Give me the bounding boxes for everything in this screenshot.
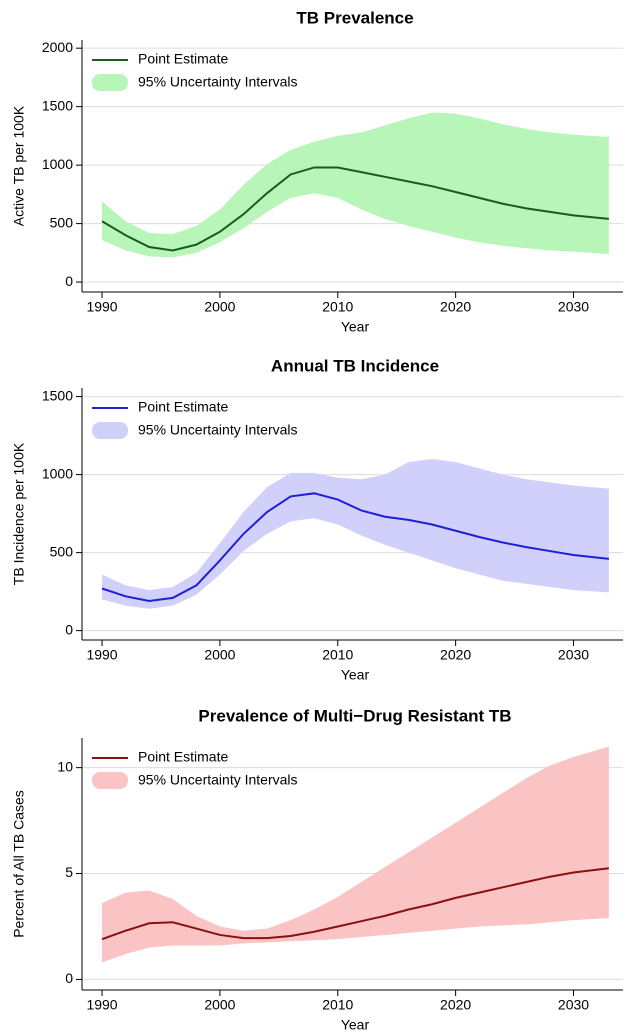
point-estimate-line bbox=[101, 166, 609, 252]
x-tick-label: 2020 bbox=[440, 997, 471, 1013]
x-tick-label: 2000 bbox=[204, 299, 235, 315]
x-tick-label: 2010 bbox=[322, 299, 353, 315]
uncertainty-band bbox=[102, 112, 609, 258]
legend-label: 95% Uncertainty Intervals bbox=[138, 74, 298, 90]
legend-label: Point Estimate bbox=[138, 399, 228, 415]
x-tick-label: 2000 bbox=[204, 647, 235, 663]
x-tick-label: 2030 bbox=[558, 299, 589, 315]
y-tick-label: 0 bbox=[65, 970, 73, 986]
legend-band bbox=[92, 772, 128, 789]
y-tick-label: 0 bbox=[65, 621, 73, 637]
x-tick-label: 2010 bbox=[322, 997, 353, 1013]
legend-band bbox=[92, 74, 128, 91]
y-tick-label: 5 bbox=[65, 864, 73, 880]
y-tick-label: 10 bbox=[57, 758, 73, 774]
chart-title: TB Prevalence bbox=[296, 8, 413, 27]
y-tick-label: 2000 bbox=[42, 39, 73, 55]
y-tick-label: 1000 bbox=[42, 156, 73, 172]
y-tick-label: 500 bbox=[50, 214, 74, 230]
y-tick-label: 500 bbox=[50, 543, 74, 559]
x-axis-label: Year bbox=[341, 667, 370, 683]
x-axis-label: Year bbox=[341, 1017, 370, 1033]
y-tick-label: 1500 bbox=[42, 97, 73, 113]
x-tick-label: 1990 bbox=[86, 299, 117, 315]
y-axis-label: Active TB per 100K bbox=[11, 105, 27, 226]
y-tick-label: 1500 bbox=[42, 387, 73, 403]
x-axis-label: Year bbox=[341, 319, 370, 335]
x-tick-label: 2030 bbox=[558, 647, 589, 663]
y-tick-label: 1000 bbox=[42, 465, 73, 481]
legend-label: Point Estimate bbox=[138, 51, 228, 67]
legend-label: Point Estimate bbox=[138, 749, 228, 765]
x-tick-label: 1990 bbox=[86, 997, 117, 1013]
point-estimate-line bbox=[101, 867, 609, 941]
chart-title: Prevalence of Multi−Drug Resistant TB bbox=[198, 706, 511, 725]
x-tick-label: 2020 bbox=[440, 647, 471, 663]
chart-title: Annual TB Incidence bbox=[271, 356, 439, 375]
x-tick-label: 2020 bbox=[440, 299, 471, 315]
x-tick-label: 2000 bbox=[204, 997, 235, 1013]
legend-band bbox=[92, 422, 128, 439]
y-tick-label: 0 bbox=[65, 273, 73, 289]
y-axis-label: Percent of All TB Cases bbox=[11, 790, 27, 938]
legend-label: 95% Uncertainty Intervals bbox=[138, 772, 298, 788]
y-axis-label: TB Incidence per 100K bbox=[11, 442, 27, 585]
uncertainty-band bbox=[102, 746, 609, 963]
x-tick-label: 2010 bbox=[322, 647, 353, 663]
x-tick-label: 1990 bbox=[86, 647, 117, 663]
uncertainty-band bbox=[102, 458, 609, 609]
legend-label: 95% Uncertainty Intervals bbox=[138, 422, 298, 438]
point-estimate-line bbox=[101, 492, 609, 603]
x-tick-label: 2030 bbox=[558, 997, 589, 1013]
